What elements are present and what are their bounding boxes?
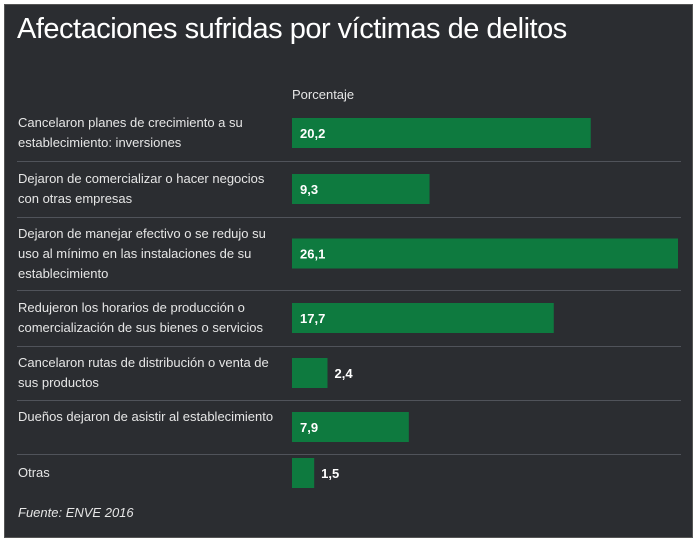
bar	[292, 458, 315, 488]
bar	[292, 412, 409, 442]
row-label: Cancelaron planes de crecimiento a su es…	[18, 115, 243, 150]
bar-value-label: 20,2	[300, 126, 325, 141]
bar-chart: 20,2 9,3 26,1 17,7 2,4 7,9 1,5	[292, 118, 678, 488]
chart-title: Afectaciones sufridas por víctimas de de…	[17, 13, 567, 45]
chart-panel: Afectaciones sufridas por víctimas de de…	[4, 4, 693, 538]
bar	[292, 358, 328, 388]
row-label: Cancelaron rutas de distribución o venta…	[18, 355, 269, 390]
row-separator	[17, 346, 681, 347]
row-separator	[17, 217, 681, 218]
row-separator	[17, 161, 681, 162]
bar	[292, 174, 430, 204]
row-separator	[17, 454, 681, 455]
row-label: Otras	[18, 465, 50, 480]
bar-value-label: 26,1	[300, 247, 325, 262]
bar	[292, 238, 678, 269]
bar-value-label: 1,5	[321, 466, 339, 481]
bar	[292, 118, 591, 148]
row-label: Redujeron los horarios de producción o c…	[18, 300, 263, 335]
row-label: Dueños dejaron de asistir al establecimi…	[18, 409, 274, 424]
row-label: Dejaron de manejar efectivo o se redujo …	[18, 225, 266, 281]
row-separator	[17, 400, 681, 401]
bar-value-label: 17,7	[300, 311, 325, 326]
source-note: Fuente: ENVE 2016	[18, 505, 134, 520]
bar-value-label: 2,4	[334, 366, 353, 381]
row-separator	[17, 290, 681, 291]
bar	[292, 303, 554, 333]
bar-value-label: 7,9	[300, 420, 318, 435]
bar-value-label: 9,3	[300, 182, 318, 197]
value-column-header: Porcentaje	[292, 87, 355, 102]
row-label: Dejaron de comercializar o hacer negocio…	[18, 171, 265, 206]
